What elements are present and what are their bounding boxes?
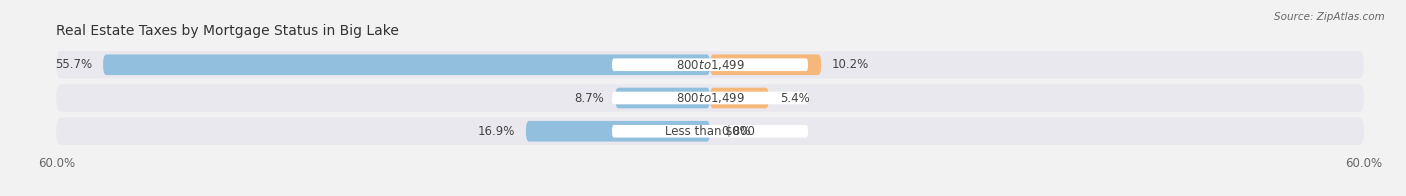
FancyBboxPatch shape — [103, 54, 710, 75]
Text: 16.9%: 16.9% — [478, 125, 515, 138]
FancyBboxPatch shape — [612, 125, 808, 138]
Text: $800 to $1,499: $800 to $1,499 — [675, 58, 745, 72]
Text: Real Estate Taxes by Mortgage Status in Big Lake: Real Estate Taxes by Mortgage Status in … — [56, 24, 399, 38]
FancyBboxPatch shape — [526, 121, 710, 142]
Text: 5.4%: 5.4% — [780, 92, 810, 104]
Text: 10.2%: 10.2% — [832, 58, 869, 71]
FancyBboxPatch shape — [56, 84, 1364, 112]
FancyBboxPatch shape — [612, 92, 808, 104]
FancyBboxPatch shape — [612, 58, 808, 71]
FancyBboxPatch shape — [616, 88, 710, 108]
FancyBboxPatch shape — [710, 54, 821, 75]
Text: Source: ZipAtlas.com: Source: ZipAtlas.com — [1274, 12, 1385, 22]
FancyBboxPatch shape — [56, 51, 1364, 78]
Text: 55.7%: 55.7% — [55, 58, 93, 71]
FancyBboxPatch shape — [710, 88, 769, 108]
Text: $800 to $1,499: $800 to $1,499 — [675, 91, 745, 105]
Text: 0.0%: 0.0% — [721, 125, 751, 138]
Text: Less than $800: Less than $800 — [665, 125, 755, 138]
FancyBboxPatch shape — [56, 118, 1364, 145]
Text: 8.7%: 8.7% — [575, 92, 605, 104]
